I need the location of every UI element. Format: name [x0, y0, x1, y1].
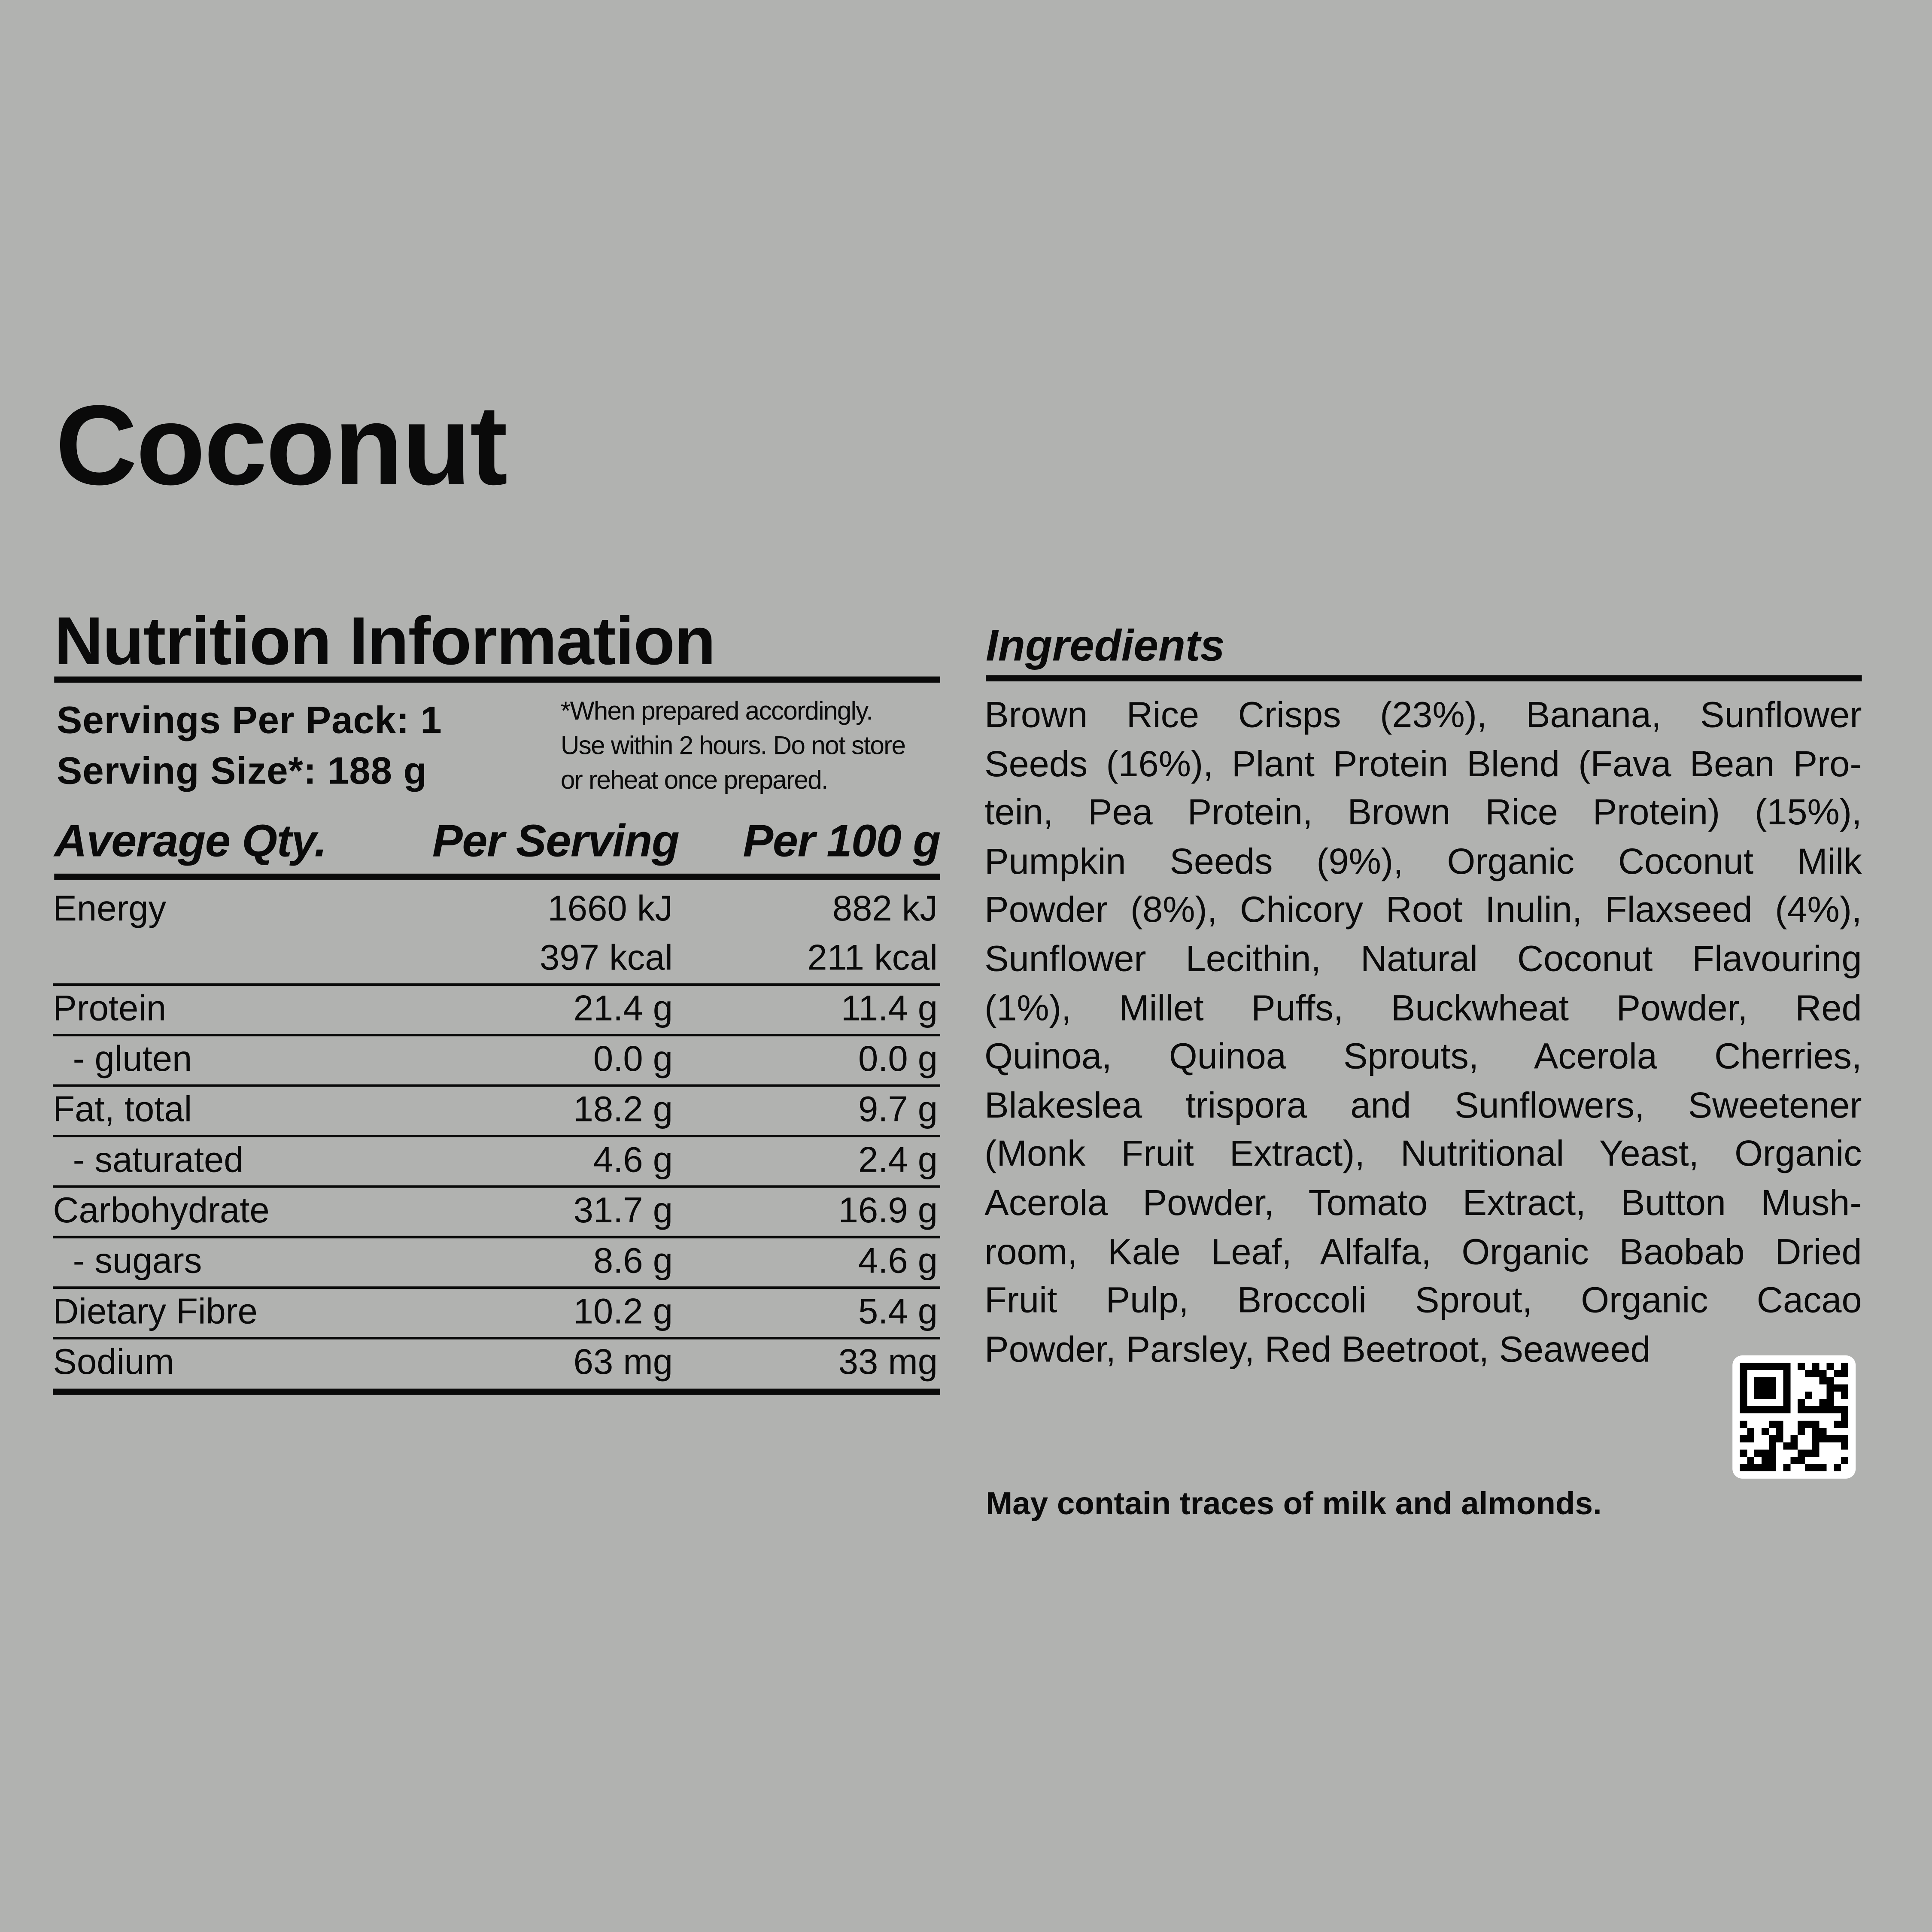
ingredients-line: Acerola Powder, Tomato Extract, Button M… [984, 1183, 1862, 1224]
per-serving-value: 63 mg [573, 1343, 673, 1383]
divider [54, 873, 940, 880]
nutrient-row: Fat, total 18.2 g 9.7 g [53, 1085, 940, 1136]
nutrient-row: - sugars 8.6 g 4.6 g [53, 1237, 940, 1288]
per-100g-value: 0.0 g [858, 1040, 938, 1080]
ingredients-line: Brown Rice Crisps (23%), Banana, Sunflow… [984, 695, 1862, 736]
header-per-serving: Per Serving [432, 815, 680, 866]
per-100g-value: 882 kJ [832, 890, 938, 929]
row-divider [53, 1236, 940, 1239]
row-divider [53, 1286, 940, 1289]
ingredients-line: Sunflower Lecithin, Natural Coconut Flav… [984, 939, 1862, 980]
per-serving-value: 31.7 g [573, 1191, 673, 1231]
divider [54, 676, 940, 683]
nutrient-row: - saturated 4.6 g 2.4 g [53, 1136, 940, 1187]
ingredients-line: room, Kale Leaf, Alfalfa, Organic Baobab… [984, 1231, 1862, 1273]
per-serving-value: 21.4 g [573, 989, 673, 1029]
ingredients-line: tein, Pea Protein, Brown Rice Protein) (… [984, 792, 1862, 833]
ingredients-line: Pumpkin Seeds (9%), Organic Coconut Milk [984, 841, 1862, 882]
nutrient-label: Energy [53, 890, 167, 929]
nutrient-row: Energy 1660 kJ 882 kJ [53, 885, 940, 936]
per-serving-value: 1660 kJ [547, 890, 673, 929]
per-100g-value: 5.4 g [858, 1292, 938, 1332]
per-100g-value: 2.4 g [858, 1141, 938, 1181]
ingredients-title: Ingredients [986, 620, 1225, 671]
qr-code-pattern [1740, 1363, 1848, 1471]
nutrient-row: Carbohydrate 31.7 g 16.9 g [53, 1187, 940, 1237]
divider [53, 1388, 940, 1395]
ingredients-line: Fruit Pulp, Broccoli Sprout, Organic Cac… [984, 1280, 1862, 1321]
nutrient-row: - gluten 0.0 g 0.0 g [53, 1035, 940, 1086]
nutrient-label: - saturated [53, 1141, 244, 1181]
row-divider [53, 1337, 940, 1340]
per-100g-value: 211 kcal [807, 939, 938, 978]
ingredients-line: Powder (8%), Chicory Root Inulin, Flaxse… [984, 890, 1862, 931]
nutrient-label: - gluten [53, 1040, 192, 1080]
nutrient-label: Protein [53, 989, 167, 1029]
per-serving-value: 8.6 g [593, 1242, 673, 1282]
servings-per-pack: Servings Per Pack: 1 [57, 699, 442, 742]
per-serving-value: 0.0 g [593, 1040, 673, 1080]
ingredients-list: Brown Rice Crisps (23%), Banana, Sunflow… [984, 691, 1862, 1374]
nutrient-label: - sugars [53, 1242, 202, 1282]
ingredients-line: (1%), Millet Puffs, Buckwheat Powder, Re… [984, 987, 1862, 1029]
nutrient-label: Fat, total [53, 1090, 192, 1130]
per-serving-value: 18.2 g [573, 1090, 673, 1130]
ingredients-line: (Monk Fruit Extract), Nutritional Yeast,… [984, 1134, 1862, 1175]
qr-code-icon[interactable] [1732, 1355, 1856, 1479]
per-100g-value: 4.6 g [858, 1242, 938, 1282]
row-divider [53, 983, 940, 986]
nutrient-label: Dietary Fibre [53, 1292, 258, 1332]
row-divider [53, 1135, 940, 1138]
nutrition-title: Nutrition Information [54, 602, 716, 679]
ingredients-line: Powder, Parsley, Red Beetroot, Seaweed [984, 1329, 1651, 1370]
header-per-100g: Per 100 g [743, 815, 941, 866]
row-divider [53, 1033, 940, 1036]
footnote-line: *When prepared accordingly. [560, 697, 873, 726]
serving-footnote: *When prepared accordingly. Use within 2… [560, 695, 906, 799]
divider [986, 675, 1862, 682]
product-title: Coconut [55, 383, 507, 509]
nutrient-row: Dietary Fibre 10.2 g 5.4 g [53, 1288, 940, 1338]
nutrient-label: Sodium [53, 1343, 174, 1383]
footnote-line: or reheat once prepared. [560, 766, 829, 795]
nutrient-row: Protein 21.4 g 11.4 g [53, 984, 940, 1035]
per-serving-value: 4.6 g [593, 1141, 673, 1181]
row-divider [53, 1185, 940, 1188]
allergen-statement: May contain traces of milk and almonds. [986, 1485, 1602, 1522]
per-serving-value: 10.2 g [573, 1292, 673, 1332]
nutrient-row: Sodium 63 mg 33 mg [53, 1338, 940, 1389]
per-100g-value: 11.4 g [841, 989, 938, 1029]
footnote-line: Use within 2 hours. Do not store [560, 732, 906, 760]
ingredients-line: Seeds (16%), Plant Protein Blend (Fava B… [984, 744, 1862, 785]
nutrient-row: 397 kcal 211 kcal [53, 934, 940, 984]
header-average-qty: Average Qty. [54, 815, 327, 866]
per-100g-value: 9.7 g [858, 1090, 938, 1130]
per-serving-value: 397 kcal [540, 939, 673, 978]
ingredients-line: Blakeslea trispora and Sunflowers, Sweet… [984, 1085, 1862, 1126]
per-100g-value: 33 mg [838, 1343, 938, 1383]
row-divider [53, 1084, 940, 1087]
nutrient-label: Carbohydrate [53, 1191, 270, 1231]
per-100g-value: 16.9 g [838, 1191, 938, 1231]
ingredients-line: Quinoa, Quinoa Sprouts, Acerola Cherries… [984, 1036, 1862, 1077]
serving-size: Serving Size*: 188 g [57, 749, 427, 793]
